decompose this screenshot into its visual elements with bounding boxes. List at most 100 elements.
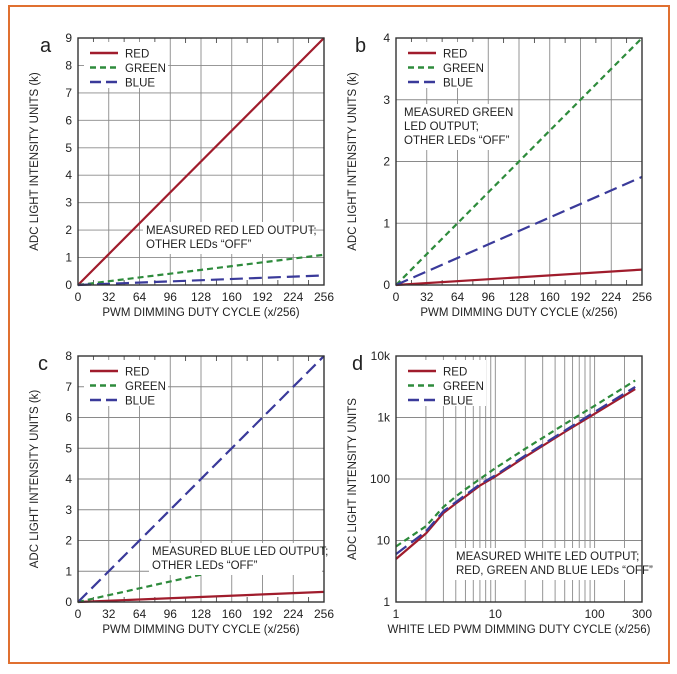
annotation-bg: [453, 548, 659, 580]
series-line-red: [77, 590, 325, 604]
y-tick-label: 0: [65, 278, 72, 292]
x-tick-label: 192: [252, 607, 272, 621]
series-group: [395, 379, 636, 560]
plot-border: [395, 355, 643, 603]
legend-bg: [402, 42, 486, 88]
y-tick-label: 2: [383, 155, 390, 169]
y-tick-label: 3: [383, 93, 390, 107]
y-tick-label: 4: [65, 168, 72, 182]
annotation-text: OTHER LEDs “OFF”: [152, 560, 258, 572]
series-line-blue: [395, 175, 643, 287]
y-tick-label: 1: [65, 564, 72, 578]
y-tick-label: 1: [383, 216, 390, 230]
annotation-text: MEASURED BLUE LED OUTPUT;: [152, 546, 328, 558]
x-tick-label: 64: [133, 607, 147, 621]
y-tick-label: 8: [65, 58, 72, 72]
series-line-red: [395, 268, 643, 287]
x-tick-label: 224: [283, 290, 303, 304]
annotation-text: MEASURED WHITE LED OUTPUT;: [456, 551, 639, 563]
y-tick-label: 9: [65, 31, 72, 45]
series-line-blue: [395, 385, 636, 555]
x-tick-label: 96: [164, 290, 178, 304]
legend-label-green: GREEN: [125, 381, 166, 393]
y-tick-label: 5: [65, 441, 72, 455]
x-axis-label: PWM DIMMING DUTY CYCLE (x/256): [102, 624, 299, 636]
y-tick-label: 2: [65, 223, 72, 237]
panel-letter: a: [40, 35, 52, 57]
x-tick-label: 0: [393, 290, 400, 304]
legend-label-blue: BLUE: [125, 396, 155, 408]
y-tick-label: 10k: [371, 349, 391, 363]
x-tick-label: 128: [191, 290, 211, 304]
panel-letter: c: [38, 353, 48, 375]
x-tick-label: 224: [601, 290, 621, 304]
chart-panel-a: MEASURED RED LED OUTPUT; OTHER LEDs “OFF”…: [29, 31, 334, 319]
x-tick-label: 100: [585, 607, 605, 621]
chart-panel-b: MEASURED GREEN LED OUTPUT; OTHER LEDs “OFF…: [347, 31, 652, 319]
x-tick-label: 300: [632, 607, 652, 621]
y-axis-label: ADC LIGHT INTENSITY UNITS: [347, 398, 359, 560]
annotation-text: OTHER LEDs “OFF”: [404, 135, 510, 147]
y-tick-label: 7: [65, 86, 72, 100]
y-tick-label: 6: [65, 113, 72, 127]
x-tick-label: 96: [164, 607, 178, 621]
plot-border: [395, 37, 643, 286]
panel-letter: d: [352, 353, 363, 375]
x-tick-label: 256: [314, 290, 334, 304]
y-tick-label: 0: [383, 278, 390, 292]
legend-label-green: GREEN: [443, 381, 484, 393]
x-tick-label: 192: [570, 290, 590, 304]
x-axis-label: PWM DIMMING DUTY CYCLE (x/256): [420, 307, 617, 319]
x-tick-label: 64: [451, 290, 465, 304]
annotation-text: OTHER LEDs “OFF”: [146, 239, 252, 251]
y-axis-label: ADC LIGHT INTENSITY UNITS (k): [29, 72, 41, 251]
x-tick-label: 256: [632, 290, 652, 304]
legend-label-blue: BLUE: [443, 396, 473, 408]
x-tick-label: 0: [75, 290, 82, 304]
y-tick-label: 1k: [377, 411, 391, 425]
series-line-green: [395, 37, 643, 286]
y-tick-label: 2: [65, 534, 72, 548]
legend-label-green: GREEN: [443, 63, 484, 75]
x-tick-label: 32: [102, 607, 116, 621]
y-tick-label: 1: [65, 251, 72, 265]
x-tick-label: 0: [75, 607, 82, 621]
series-group: [77, 37, 325, 287]
y-tick-label: 4: [383, 31, 390, 45]
legend: RED GREEN BLUE: [402, 42, 486, 90]
x-tick-label: 32: [420, 290, 434, 304]
y-tick-label: 5: [65, 141, 72, 155]
y-tick-label: 6: [65, 411, 72, 425]
annotation-text: RED, GREEN AND BLUE LEDs “OFF”: [456, 565, 653, 577]
chart-panel-c: MEASURED BLUE LED OUTPUT; OTHER LEDs “OFF…: [29, 349, 334, 636]
x-tick-label: 160: [222, 290, 242, 304]
legend-label-red: RED: [443, 49, 467, 61]
series-line-blue: [77, 355, 325, 603]
legend: RED GREEN BLUE: [402, 360, 486, 408]
series-line-red: [77, 37, 325, 286]
x-tick-label: 128: [191, 607, 211, 621]
legend-label-blue: BLUE: [443, 78, 473, 90]
annotation-text: MEASURED RED LED OUTPUT;: [146, 225, 317, 237]
legend: RED GREEN BLUE: [84, 42, 168, 90]
legend-bg: [84, 42, 168, 88]
plot-border: [77, 37, 325, 286]
y-tick-label: 3: [65, 503, 72, 517]
y-tick-label: 8: [65, 349, 72, 363]
legend-label-red: RED: [125, 367, 149, 379]
y-tick-label: 0: [65, 595, 72, 609]
x-tick-label: 64: [133, 290, 147, 304]
annotation-text: MEASURED GREEN: [404, 107, 513, 119]
x-axis-label: PWM DIMMING DUTY CYCLE (x/256): [102, 307, 299, 319]
series-group: [395, 37, 643, 287]
x-tick-label: 160: [540, 290, 560, 304]
legend-bg: [402, 360, 486, 406]
x-axis-label: WHITE LED PWM DIMMING DUTY CYCLE (x/256): [387, 624, 650, 636]
legend-label-red: RED: [443, 367, 467, 379]
annotation-bg: [401, 104, 515, 150]
annotation-bg: [143, 222, 310, 254]
series-line-blue: [77, 274, 325, 287]
legend-bg: [84, 360, 168, 406]
annotation-text: LED OUTPUT;: [404, 121, 479, 133]
